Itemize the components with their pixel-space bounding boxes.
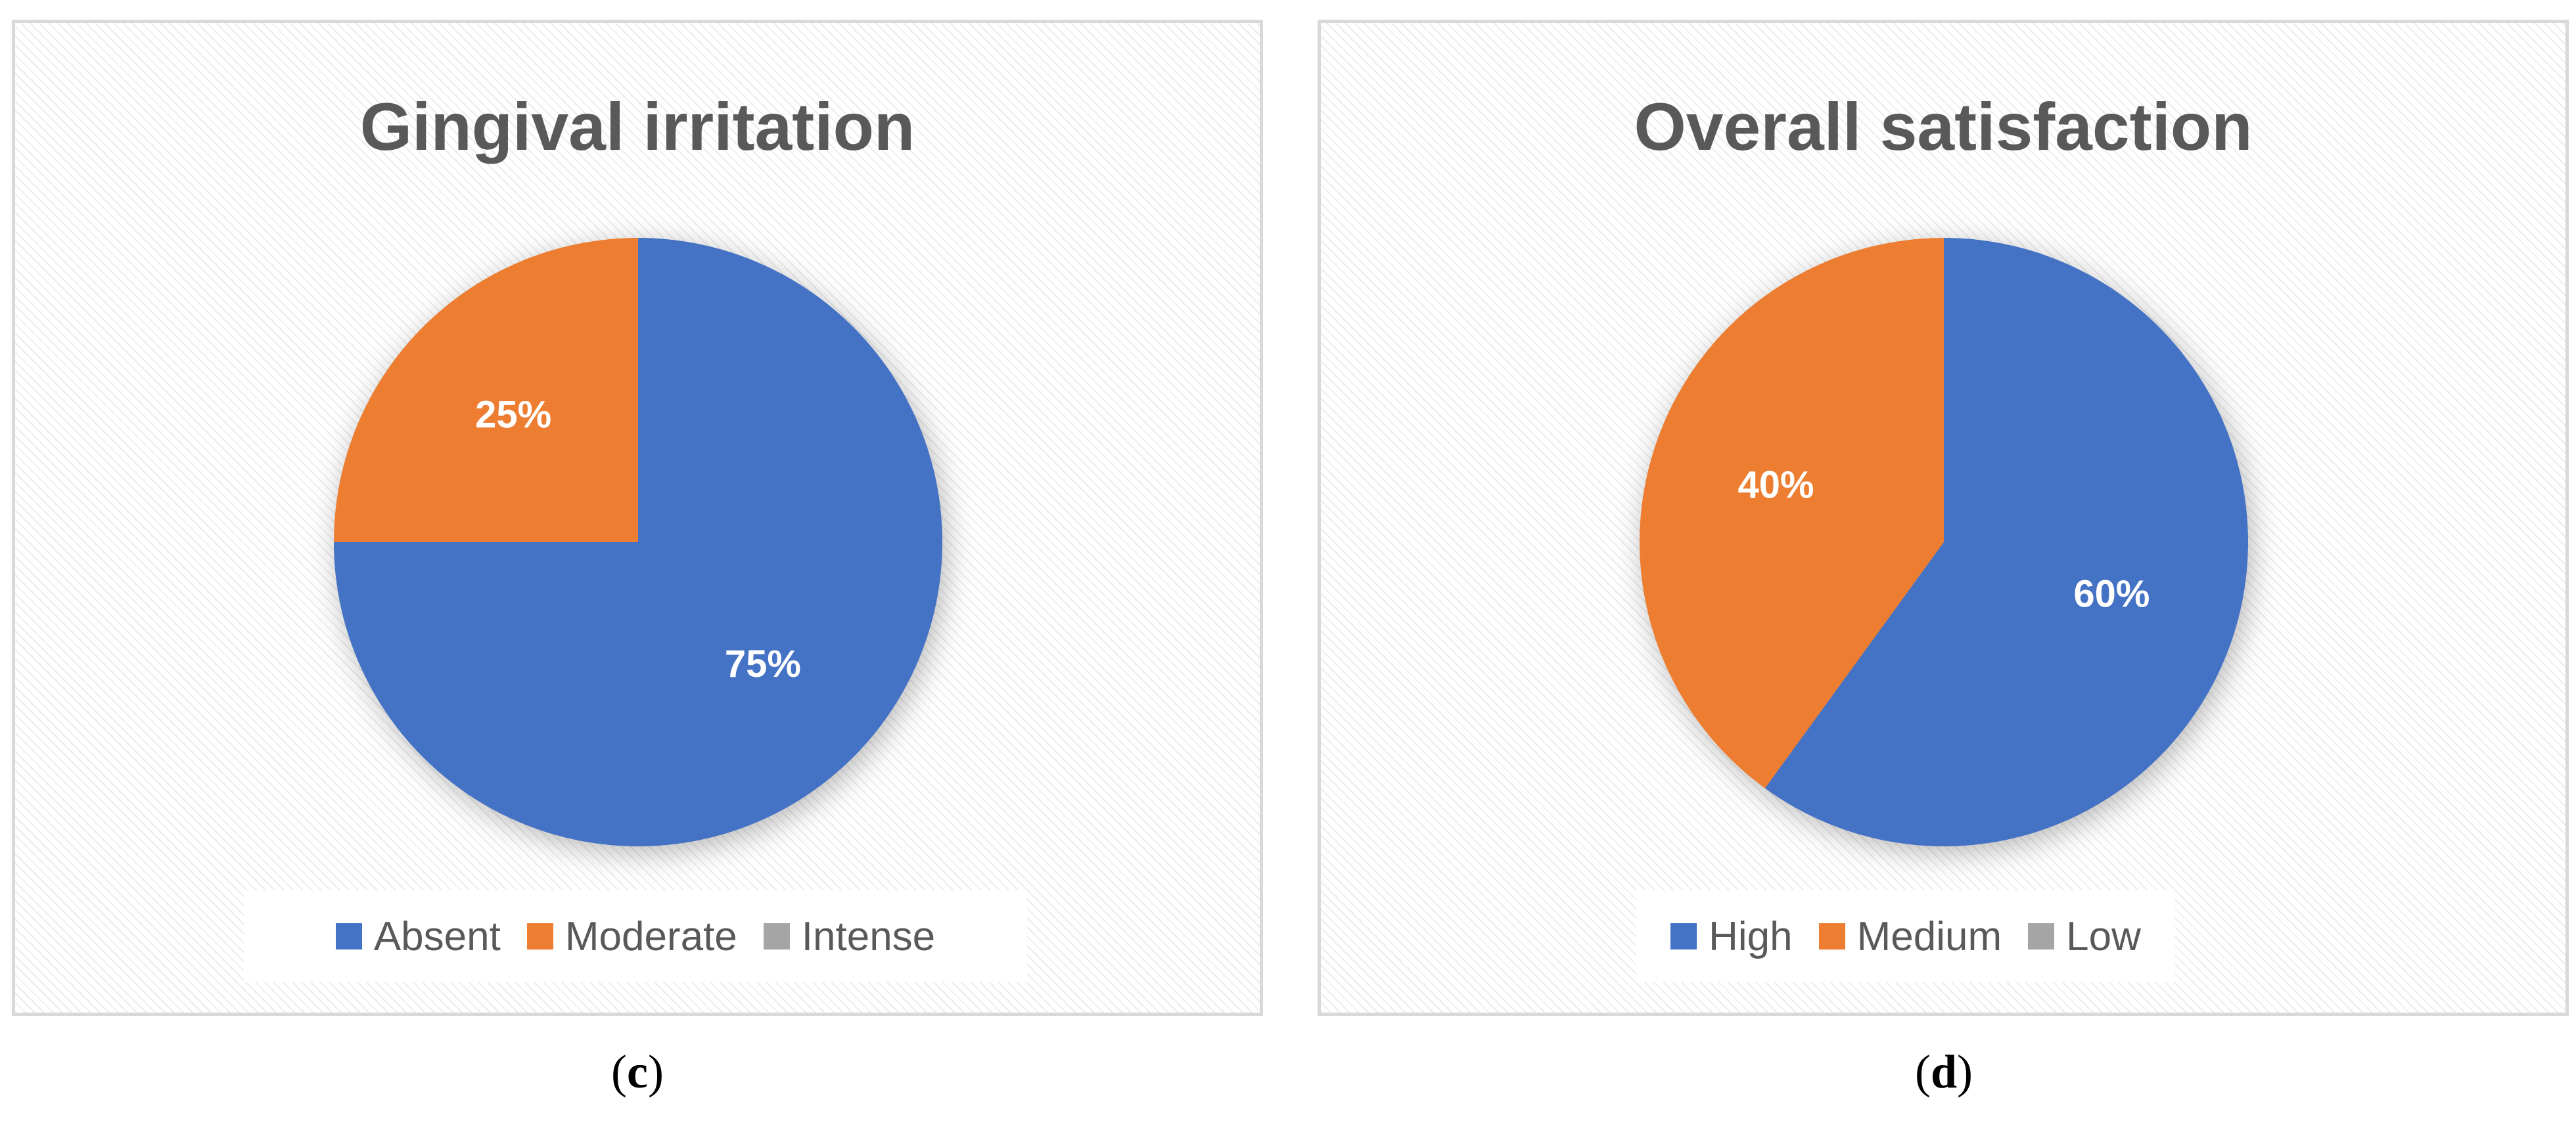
pie-slice-medium [1640, 238, 1944, 789]
slice-data-label: 25% [475, 393, 551, 436]
legend-item: Intense [763, 913, 936, 960]
pie-chart: 75% 25% [334, 238, 946, 853]
figure-caption: (d) [1914, 1045, 1973, 1098]
pie-slice-moderate [334, 238, 638, 542]
pie-slice-high [1764, 238, 2248, 846]
slice-data-label: 75% [725, 643, 801, 685]
pie-chart: 60% 40% [1640, 238, 2252, 853]
legend-swatch [763, 923, 790, 949]
legend-swatch [2028, 923, 2055, 949]
legend-label: Low [2066, 913, 2141, 959]
legend-item: Absent [335, 913, 501, 960]
chart-panel-overall-satisfaction: Overall satisfaction 60% 40% High Medium … [1318, 20, 2569, 1016]
chart-title: Overall satisfaction [1634, 89, 2253, 164]
chart-legend: Absent Moderate Intense [244, 890, 1027, 982]
legend-label: High [1709, 913, 1793, 959]
chart-legend: High Medium Low [1636, 890, 2175, 982]
legend-swatch [1670, 923, 1697, 949]
legend-swatch [335, 923, 362, 949]
figure-caption: (c) [611, 1045, 664, 1098]
legend-label: Intense [801, 913, 936, 959]
legend-swatch [526, 923, 553, 949]
legend-item: Moderate [526, 913, 737, 960]
legend-swatch [1818, 923, 1845, 949]
legend-label: Absent [373, 913, 501, 959]
legend-item: Low [2028, 913, 2141, 960]
slice-data-label: 40% [1738, 463, 1814, 506]
slice-data-label: 60% [2073, 572, 2150, 615]
legend-label: Medium [1856, 913, 2002, 959]
chart-panel-gingival-irritation: Gingival irritation 75% 25% Absent Modera… [12, 20, 1263, 1016]
chart-title: Gingival irritation [359, 89, 915, 164]
legend-item: Medium [1818, 913, 2002, 960]
legend-item: High [1670, 913, 1793, 960]
legend-label: Moderate [564, 913, 737, 959]
